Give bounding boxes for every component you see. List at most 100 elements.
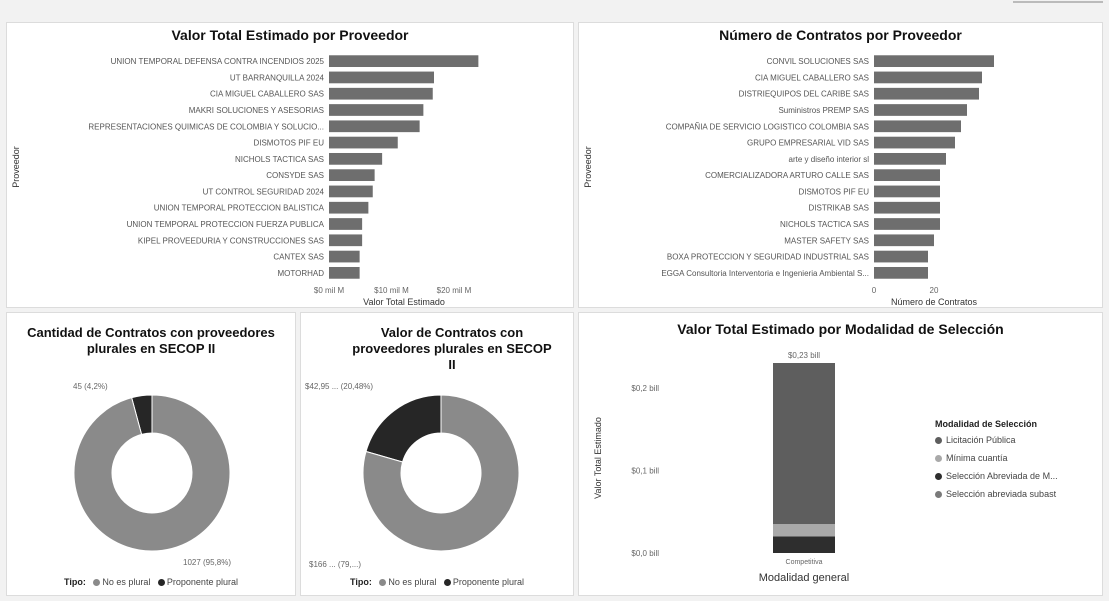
legend-dot-icon xyxy=(379,579,387,587)
category-label: CONSYDE SAS xyxy=(266,171,324,180)
bar xyxy=(329,218,363,230)
panel-modalidad: Valor Total Estimado por Modalidad de Se… xyxy=(578,312,1103,596)
category-label: DISTRIKAB SAS xyxy=(809,204,869,213)
y-tick-label: $0,1 bill xyxy=(631,466,659,475)
legend: Tipo: No es plural Proponente plural xyxy=(7,577,295,587)
x-tick-label: $20 mil M xyxy=(437,286,472,295)
x-tick-label: $0 mil M xyxy=(314,286,345,295)
bar xyxy=(874,266,928,279)
category-label: DISMOTOS PIF EU xyxy=(253,139,324,148)
bar xyxy=(329,234,363,247)
category-label: NICHOLS TACTICA SAS xyxy=(780,220,869,229)
bar xyxy=(874,55,994,68)
chart-modalidad: $0,0 bill $0,1 bill $0,2 bill $0,23 bill Com… xyxy=(593,351,849,584)
category-label: UNION TEMPORAL PROTECCION FUERZA PUBLICA xyxy=(127,220,325,229)
legend-modalidad: Modalidad de Selección Licitación Públic… xyxy=(935,419,1058,507)
bar xyxy=(329,87,433,100)
category-label: UNION TEMPORAL DEFENSA CONTRA INCENDIOS … xyxy=(111,57,325,66)
category-label: CIA MIGUEL CABALLERO SAS xyxy=(210,90,324,99)
panel-title: Número de Contratos por Proveedor xyxy=(719,27,962,43)
bar xyxy=(329,169,375,182)
top-scrollbar[interactable] xyxy=(1013,1,1103,3)
legend-title: Modalidad de Selección xyxy=(935,419,1038,429)
y-axis-label: Proveedor xyxy=(583,146,593,188)
category-label: UT BARRANQUILLA 2024 xyxy=(230,73,325,82)
panel-cantidad-plurales: Cantidad de Contratos con proveedores pl… xyxy=(6,312,296,596)
category-label: MAKRI SOLUCIONES Y ASESORIAS xyxy=(189,106,324,115)
category-label: GRUPO EMPRESARIAL VID SAS xyxy=(747,139,869,148)
x-tick-label: 20 xyxy=(930,286,939,295)
category-label: NICHOLS TACTICA SAS xyxy=(235,155,324,164)
x-tick-label: 0 xyxy=(872,286,877,295)
category-label: arte y diseño interior sl xyxy=(789,155,870,164)
category-label: KIPEL PROVEEDURIA Y CONSTRUCCIONES SAS xyxy=(138,236,324,245)
category-label: COMPAÑIA DE SERVICIO LOGISTICO COLOMBIA … xyxy=(666,122,869,131)
data-label-no-plural: 1027 (95,8%) xyxy=(183,558,231,567)
legend-dot-icon xyxy=(935,455,942,463)
category-label: EGGA Consultoria Interventoria e Ingenie… xyxy=(661,269,869,278)
bar xyxy=(874,71,982,84)
bar xyxy=(329,71,434,84)
panel-title: Valor Total Estimado por Modalidad de Se… xyxy=(677,321,1004,337)
panel-contratos-proveedor: Número de Contratos por Proveedor CONVIL… xyxy=(578,22,1103,308)
bar xyxy=(329,185,373,198)
category-label: CIA MIGUEL CABALLERO SAS xyxy=(755,73,869,82)
bar xyxy=(329,104,424,116)
stacked-segment xyxy=(773,363,835,525)
bar xyxy=(874,201,940,214)
bar xyxy=(874,250,928,263)
panel-valor-proveedor: Valor Total Estimado por Proveedor UNION… xyxy=(6,22,574,308)
bar xyxy=(329,152,383,165)
y-axis-label: Proveedor xyxy=(11,146,21,188)
legend-dot-icon xyxy=(443,579,451,587)
slice-plural xyxy=(365,394,442,463)
category-label: MOTORHAD xyxy=(277,269,324,278)
category-label: Suministros PREMP SAS xyxy=(778,106,869,115)
legend-dot-icon xyxy=(157,579,165,587)
category-label: COMERCIALIZADORA ARTURO CALLE SAS xyxy=(705,171,869,180)
category-label: CONVIL SOLUCIONES SAS xyxy=(767,57,869,66)
legend-item-no-plural: No es plural xyxy=(102,577,151,587)
category-label: REPRESENTACIONES QUIMICAS DE COLOMBIA Y … xyxy=(88,122,324,131)
bar xyxy=(329,201,369,214)
bar xyxy=(874,152,946,165)
legend-label: Selección abreviada subast xyxy=(946,489,1057,499)
legend-dot-icon xyxy=(935,491,942,499)
slice-no-plural xyxy=(73,394,231,552)
category-label: BOXA PROTECCION Y SEGURIDAD INDUSTRIAL S… xyxy=(667,253,869,262)
data-label-plural: 45 (4,2%) xyxy=(73,382,108,391)
legend-item: Licitación Pública xyxy=(935,435,1058,445)
legend-item: Mínima cuantía xyxy=(935,453,1058,463)
bar xyxy=(329,55,479,68)
bar xyxy=(874,234,934,247)
category-label: UNION TEMPORAL PROTECCION BALISTICA xyxy=(154,204,325,213)
category-label: DISMOTOS PIF EU xyxy=(798,187,869,196)
total-data-label: $0,23 bill xyxy=(788,351,820,360)
bar xyxy=(874,136,955,149)
legend-title: Tipo: xyxy=(350,577,372,587)
legend-item: Selección abreviada subast xyxy=(935,489,1058,499)
donut-cantidad-plurales: 45 (4,2%) 1027 (95,8%) xyxy=(73,382,231,567)
bar xyxy=(874,185,940,198)
chart-valor-proveedor: UNION TEMPORAL DEFENSA CONTRA INCENDIOS … xyxy=(11,55,479,307)
bar xyxy=(874,87,979,100)
data-label-no-plural: $166 ... (79,...) xyxy=(309,560,361,569)
stacked-segment xyxy=(773,524,835,537)
bar xyxy=(874,169,940,182)
y-tick-label: $0,2 bill xyxy=(631,384,659,393)
y-tick-label: $0,0 bill xyxy=(631,549,659,558)
legend-dot-icon xyxy=(935,437,942,445)
legend-item: Selección Abreviada de M... xyxy=(935,471,1058,481)
x-axis-label: Valor Total Estimado xyxy=(363,297,445,307)
x-axis-label: Número de Contratos xyxy=(891,297,978,307)
data-label-plural: $42,95 ... (20,48%) xyxy=(305,382,373,391)
x-tick-label: Competitiva xyxy=(786,559,823,566)
panel-title: Valor de Contratos con proveedores plura… xyxy=(352,325,552,372)
legend-title: Tipo: xyxy=(64,577,86,587)
x-tick-label: $10 mil M xyxy=(374,286,409,295)
legend-label: Licitación Pública xyxy=(946,435,1016,445)
chart-contratos-proveedor: CONVIL SOLUCIONES SAS CIA MIGUEL CABALLER… xyxy=(583,55,994,307)
slice-no-plural xyxy=(362,394,520,552)
legend-dot-icon xyxy=(93,579,101,587)
stacked-segment xyxy=(773,536,835,553)
